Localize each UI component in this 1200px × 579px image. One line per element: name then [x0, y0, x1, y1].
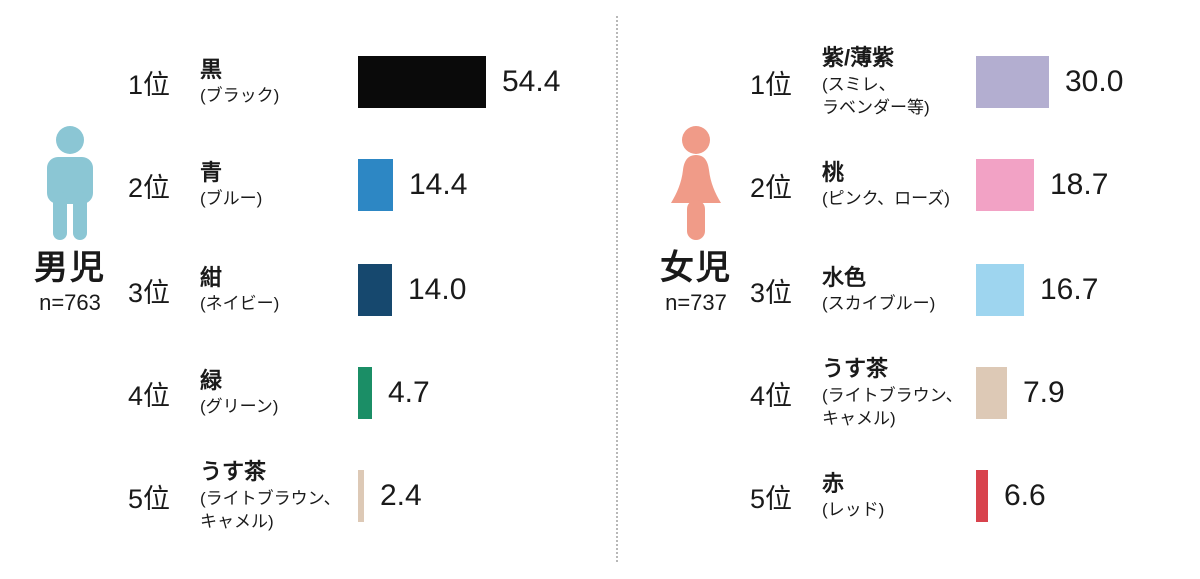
rank-label: 2位 [128, 172, 171, 203]
boy-pictogram-icon [47, 126, 93, 240]
color-subname: (ライトブラウン、 キャメル) [200, 488, 341, 531]
girls-panel: 女児 n=737 1位 紫/薄紫 (スミレ、 ラベンダー等) 30.0 2位 桃… [630, 0, 1200, 579]
rank-row: 3位 紺 (ネイビー) 14.0 [0, 238, 616, 342]
value-label: 54.4 [502, 65, 561, 98]
color-label: 水色 (スカイブルー) [822, 264, 976, 316]
color-label: 青 (ブルー) [200, 159, 358, 211]
rank-row: 2位 青 (ブルー) 14.4 [0, 133, 616, 237]
rank-row: 1位 紫/薄紫 (スミレ、 ラベンダー等) 30.0 [630, 30, 1200, 134]
rank-row: 1位 黒 (ブラック) 54.4 [0, 30, 616, 134]
bar [976, 56, 1049, 108]
girls-group-header: 女児 n=737 [634, 126, 758, 316]
color-label: 紫/薄紫 (スミレ、 ラベンダー等) [822, 44, 976, 119]
rank-label: 1位 [128, 69, 171, 100]
value-label: 18.7 [1050, 168, 1109, 201]
group-label: 女児 [660, 249, 732, 287]
color-name: 桃 [822, 159, 845, 185]
value-label: 7.9 [1023, 376, 1065, 409]
color-label: うす茶 (ライトブラウン、 キャメル) [200, 458, 358, 533]
rank-label: 3位 [750, 277, 793, 308]
value-label: 14.0 [408, 273, 467, 306]
color-label: うす茶 (ライトブラウン、 キャメル) [822, 355, 976, 430]
rank-row: 3位 水色 (スカイブルー) 16.7 [630, 238, 1200, 342]
color-name: 水色 [822, 264, 867, 290]
rank-row: 2位 桃 (ピンク、ローズ) 18.7 [630, 133, 1200, 237]
color-label: 黒 (ブラック) [200, 56, 358, 108]
boys-group-header: 男児 n=763 [8, 126, 132, 316]
boys-panel: 男児 n=763 1位 黒 (ブラック) 54.4 2位 青 (ブルー) 14.… [0, 30, 616, 548]
color-name: うす茶 [200, 459, 267, 485]
panel-divider [616, 16, 618, 562]
color-name: 紫/薄紫 [822, 45, 895, 71]
bar [976, 470, 988, 522]
color-subname: (ライトブラウン、 キャメル) [822, 385, 963, 428]
color-name: 青 [200, 159, 223, 185]
color-subname: (レッド) [822, 500, 885, 520]
bar [358, 159, 393, 211]
bar [358, 470, 364, 522]
value-label: 6.6 [1004, 479, 1046, 512]
value-label: 2.4 [380, 479, 422, 512]
value-label: 16.7 [1040, 273, 1099, 306]
color-name: 緑 [200, 367, 223, 393]
color-subname: (ピンク、ローズ) [822, 189, 950, 209]
color-label: 紺 (ネイビー) [200, 264, 358, 316]
rank-label: 3位 [128, 277, 171, 308]
group-label: 男児 [34, 249, 106, 287]
value-label: 4.7 [388, 376, 430, 409]
color-name: 赤 [822, 470, 845, 496]
rank-label: 2位 [750, 172, 793, 203]
sample-size: n=737 [665, 290, 727, 316]
sample-size: n=763 [39, 290, 101, 316]
rank-label: 5位 [128, 483, 171, 514]
value-label: 30.0 [1065, 65, 1124, 98]
color-label: 桃 (ピンク、ローズ) [822, 159, 976, 211]
bar [976, 264, 1024, 316]
color-subname: (スカイブルー) [822, 294, 936, 314]
girl-pictogram-icon [671, 126, 721, 240]
rank-label: 1位 [750, 69, 793, 100]
rank-row: 4位 緑 (グリーン) 4.7 [0, 341, 616, 445]
color-label: 緑 (グリーン) [200, 367, 358, 419]
color-name: 紺 [200, 264, 223, 290]
bar [358, 264, 392, 316]
color-name: うす茶 [822, 356, 889, 382]
bar [976, 159, 1034, 211]
bar [358, 56, 486, 108]
color-label: 赤 (レッド) [822, 470, 976, 522]
color-subname: (グリーン) [200, 397, 279, 417]
color-subname: (ブルー) [200, 189, 263, 209]
bar [976, 367, 1007, 419]
value-label: 14.4 [409, 168, 468, 201]
bar [358, 367, 372, 419]
rank-row: 4位 うす茶 (ライトブラウン、 キャメル) 7.9 [630, 341, 1200, 445]
color-subname: (スミレ、 ラベンダー等) [822, 74, 930, 117]
rank-row: 5位 赤 (レッド) 6.6 [630, 444, 1200, 548]
color-subname: (ネイビー) [200, 294, 280, 314]
rank-label: 4位 [750, 380, 793, 411]
rank-label: 4位 [128, 380, 171, 411]
rank-label: 5位 [750, 483, 793, 514]
color-subname: (ブラック) [200, 86, 280, 106]
rank-row: 5位 うす茶 (ライトブラウン、 キャメル) 2.4 [0, 444, 616, 548]
color-name: 黒 [200, 56, 223, 82]
